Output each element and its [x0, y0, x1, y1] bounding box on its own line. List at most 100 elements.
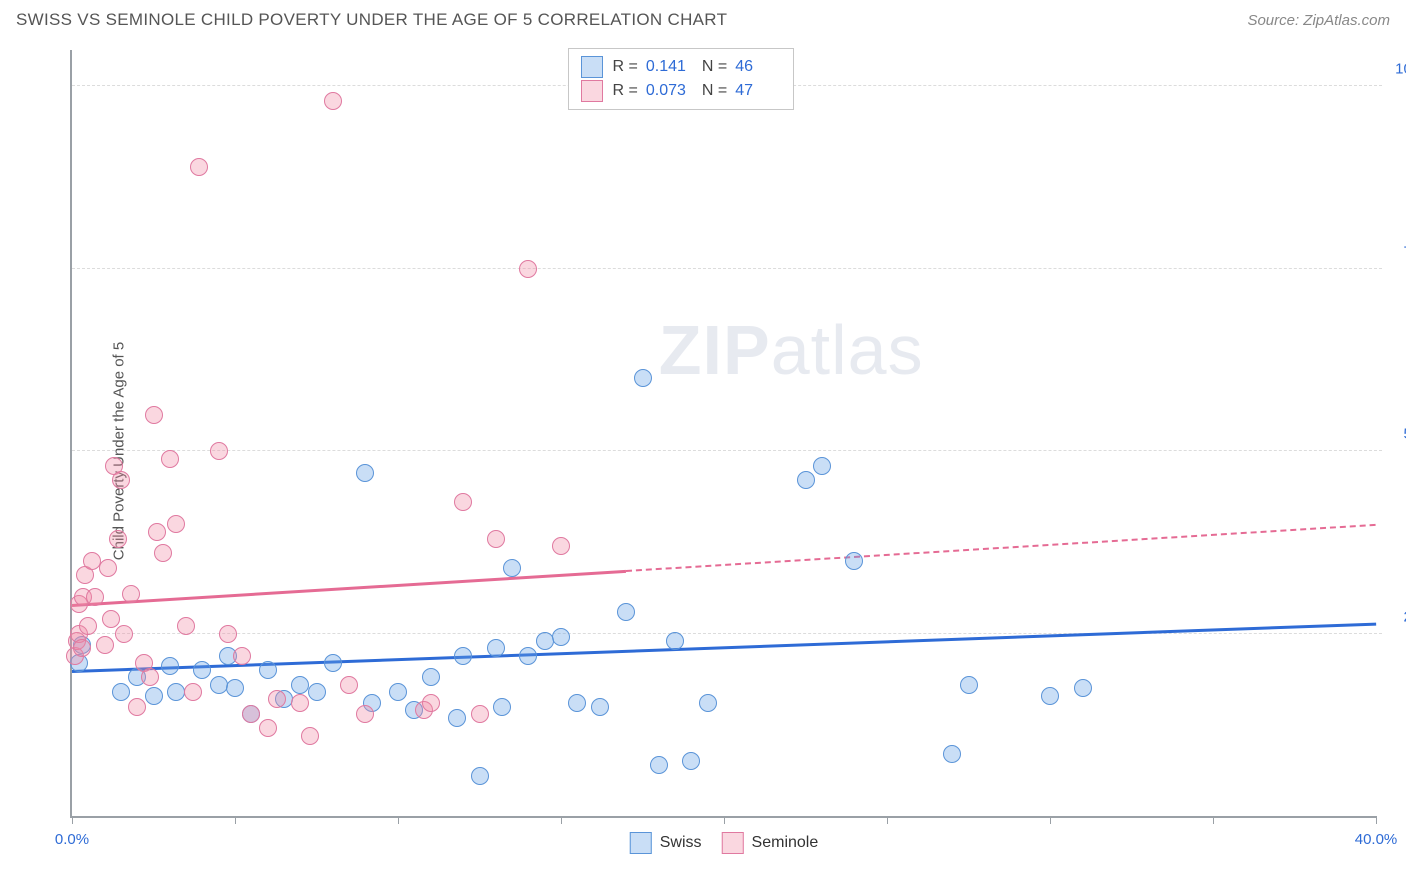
- y-tick-label: 25.0%: [1386, 608, 1406, 625]
- scatter-plot: ZIPatlas 25.0%50.0%75.0%100.0%0.0%40.0%R…: [70, 50, 1376, 818]
- data-point: [112, 471, 130, 489]
- x-tick: [561, 816, 562, 824]
- trend-line: [72, 570, 626, 607]
- data-point: [167, 683, 185, 701]
- data-point: [503, 559, 521, 577]
- data-point: [422, 694, 440, 712]
- data-point: [145, 406, 163, 424]
- legend-row: R =0.073N =47: [581, 79, 782, 103]
- x-tick: [1376, 816, 1377, 824]
- data-point: [145, 687, 163, 705]
- trend-line: [626, 524, 1376, 572]
- data-point: [471, 767, 489, 785]
- y-tick-label: 100.0%: [1386, 61, 1406, 78]
- data-point: [233, 647, 251, 665]
- y-tick-label: 50.0%: [1386, 426, 1406, 443]
- data-point: [324, 654, 342, 672]
- data-point: [79, 617, 97, 635]
- data-point: [148, 523, 166, 541]
- data-point: [943, 745, 961, 763]
- data-point: [242, 705, 260, 723]
- x-tick: [72, 816, 73, 824]
- data-point: [650, 756, 668, 774]
- data-point: [86, 588, 104, 606]
- data-point: [184, 683, 202, 701]
- data-point: [96, 636, 114, 654]
- data-point: [259, 719, 277, 737]
- data-point: [167, 515, 185, 533]
- legend-swatch: [581, 80, 603, 102]
- data-point: [340, 676, 358, 694]
- data-point: [141, 668, 159, 686]
- data-point: [291, 694, 309, 712]
- data-point: [519, 260, 537, 278]
- data-point: [389, 683, 407, 701]
- data-point: [568, 694, 586, 712]
- legend-swatch: [630, 832, 652, 854]
- data-point: [210, 676, 228, 694]
- data-point: [422, 668, 440, 686]
- data-point: [73, 639, 91, 657]
- chart-source: Source: ZipAtlas.com: [1247, 12, 1390, 29]
- legend-item: Seminole: [722, 832, 819, 854]
- data-point: [448, 709, 466, 727]
- r-value: R =0.073: [613, 79, 692, 103]
- data-point: [699, 694, 717, 712]
- legend-swatch: [722, 832, 744, 854]
- x-tick: [235, 816, 236, 824]
- x-tick: [398, 816, 399, 824]
- data-point: [519, 647, 537, 665]
- x-tick: [1213, 816, 1214, 824]
- data-point: [99, 559, 117, 577]
- data-point: [177, 617, 195, 635]
- data-point: [682, 752, 700, 770]
- n-value: N =46: [702, 55, 781, 79]
- data-point: [109, 530, 127, 548]
- data-point: [552, 628, 570, 646]
- data-point: [813, 457, 831, 475]
- data-point: [487, 530, 505, 548]
- data-point: [115, 625, 133, 643]
- y-tick-label: 75.0%: [1386, 243, 1406, 260]
- data-point: [219, 625, 237, 643]
- series-legend: Swiss Seminole: [630, 832, 818, 854]
- data-point: [471, 705, 489, 723]
- data-point: [128, 698, 146, 716]
- data-point: [845, 552, 863, 570]
- legend-item: Swiss: [630, 832, 702, 854]
- data-point: [454, 493, 472, 511]
- data-point: [1074, 679, 1092, 697]
- data-point: [356, 705, 374, 723]
- data-point: [291, 676, 309, 694]
- data-point: [112, 683, 130, 701]
- data-point: [154, 544, 172, 562]
- data-point: [634, 369, 652, 387]
- gridline: [72, 633, 1382, 634]
- data-point: [536, 632, 554, 650]
- data-point: [122, 585, 140, 603]
- x-tick-label: 0.0%: [55, 831, 89, 848]
- legend-label: Seminole: [752, 834, 819, 852]
- data-point: [259, 661, 277, 679]
- data-point: [268, 690, 286, 708]
- legend-swatch: [581, 56, 603, 78]
- data-point: [960, 676, 978, 694]
- data-point: [226, 679, 244, 697]
- chart-title: SWISS VS SEMINOLE CHILD POVERTY UNDER TH…: [16, 10, 727, 30]
- data-point: [797, 471, 815, 489]
- x-tick: [1050, 816, 1051, 824]
- data-point: [190, 158, 208, 176]
- data-point: [454, 647, 472, 665]
- data-point: [591, 698, 609, 716]
- data-point: [324, 92, 342, 110]
- gridline: [72, 450, 1382, 451]
- data-point: [102, 610, 120, 628]
- data-point: [301, 727, 319, 745]
- gridline: [72, 268, 1382, 269]
- x-tick: [887, 816, 888, 824]
- data-point: [356, 464, 374, 482]
- chart-header: SWISS VS SEMINOLE CHILD POVERTY UNDER TH…: [0, 0, 1406, 36]
- x-tick-label: 40.0%: [1355, 831, 1398, 848]
- data-point: [1041, 687, 1059, 705]
- legend-label: Swiss: [660, 834, 702, 852]
